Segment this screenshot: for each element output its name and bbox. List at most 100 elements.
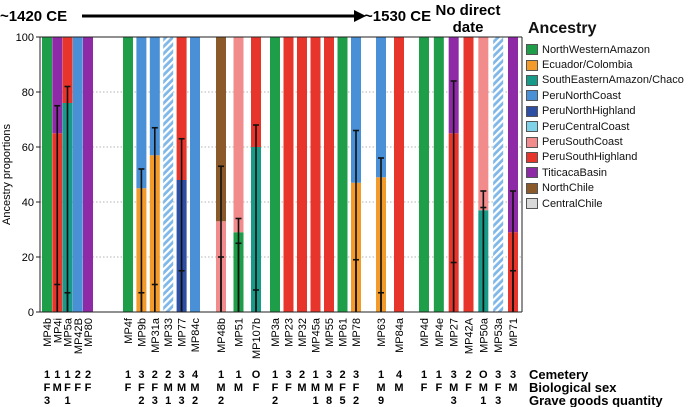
sample-meta: M [164,382,173,394]
sample-label: MP31a [150,317,162,353]
bar-segment [62,37,73,103]
sample-meta: F [253,382,260,394]
y-axis-label: Ancestry proportions [1,124,13,225]
legend-items: NorthWesternAmazon Ecuador/Colombia SouthE… [526,42,696,211]
sample-meta: 1 [44,369,50,381]
sample-meta: 1 [64,395,70,407]
bar-segment [419,37,429,312]
sample-meta: M [508,382,517,394]
sample-meta: M [394,382,403,394]
legend-swatch [526,90,538,102]
sample-meta: 3 [510,369,516,381]
bar-segment [478,37,489,211]
legend-item: CentralChile [526,196,696,211]
bar-segment [190,37,200,312]
legend-item: PeruNorthCoast [526,88,696,103]
legend-title: Ancestry [528,20,597,37]
sample-meta: 1 [312,369,318,381]
sample-label: MP84c [190,318,202,353]
sample-label: MP51 [234,318,246,347]
sample-meta: 2 [192,395,198,407]
legend-item: PeruSouthHighland [526,150,696,165]
row-label: Cemetery [529,367,589,382]
sample-meta: 1 [125,369,131,381]
sample-meta: M [190,382,199,394]
bar-segment [251,37,261,147]
legend-swatch [526,105,538,117]
legend-label: Ecuador/Colombia [542,59,633,72]
sample-meta: M [311,382,320,394]
sample-label: MP4d [419,318,431,347]
sample-label: MP77 [177,318,189,347]
bar-segment [324,37,334,312]
sample-meta: M [297,382,306,394]
sample-meta: F [495,382,502,394]
legend-swatch [526,136,538,148]
sample-meta: 1 [235,369,241,381]
sample-label: MP53a [493,317,505,353]
sample-meta: 2 [353,395,359,407]
sample-label: MP32 [297,318,309,347]
sample-meta: M [53,382,62,394]
sample-meta: F [421,382,428,394]
sample-meta: F [353,382,360,394]
sample-meta: F [44,382,51,394]
row-label: Biological sex [529,380,617,395]
y-tick-label: 60 [22,142,34,154]
sample-meta: 2 [218,395,224,407]
sample-label: MP27 [449,318,461,347]
time-start-label: ~1420 CE [0,8,67,25]
bar-segment [493,37,504,312]
legend-swatch [526,151,538,163]
sample-meta: 2 [75,369,81,381]
legend-swatch [526,44,538,56]
sample-label: MP42B [73,318,85,354]
legend-swatch [526,198,538,210]
legend: Ancestry NorthWesternAmazon Ecuador/Colom… [526,20,696,211]
legend-item: NorthChile [526,181,696,196]
bar-segment [270,37,280,312]
sample-meta: F [138,382,145,394]
sample-label: MP55 [324,318,336,347]
bar-segment [297,37,307,312]
sample-meta: 4 [396,369,403,381]
sample-meta: F [465,382,472,394]
sample-meta: 3 [451,369,457,381]
legend-item: PeruNorthHighland [526,104,696,119]
legend-swatch [526,167,538,179]
sample-meta: 3 [152,395,158,407]
sample-label: MP80 [83,318,95,347]
bar-segment [216,37,226,222]
sample-meta: 1 [378,369,384,381]
time-arrow-head [354,10,366,22]
sample-label: MP23 [284,318,296,347]
sample-label: MP9b [136,318,148,347]
sample-label: MP4i [52,318,64,343]
sample-label: MP50a [478,317,490,353]
sample-meta: O [479,369,488,381]
sample-meta: 1 [272,369,278,381]
sample-meta: M [449,382,458,394]
legend-label: PeruSouthHighland [542,151,638,164]
sample-label: MP3a [270,317,282,347]
sample-meta: F [64,382,71,394]
legend-label: PeruSouthCoast [542,136,623,149]
bar-segment [463,37,474,312]
sample-meta: 1 [421,369,427,381]
legend-item: PeruSouthCoast [526,134,696,149]
sample-meta: 2 [272,395,278,407]
legend-label: NorthWesternAmazon [542,43,651,56]
sample-label: MP45a [311,317,323,353]
legend-label: CentralChile [542,197,603,210]
sample-label: MP33 [163,318,175,347]
sample-meta: 8 [326,395,332,407]
bar-segment [337,37,348,312]
bar-segment [376,37,386,178]
legend-label: PeruCentralCoast [542,120,630,133]
bar-segment [72,37,83,312]
bar-segment [233,37,244,233]
sample-meta: 5 [339,395,345,407]
sample-label: MP48b [216,318,228,353]
bar-segment [52,37,63,134]
